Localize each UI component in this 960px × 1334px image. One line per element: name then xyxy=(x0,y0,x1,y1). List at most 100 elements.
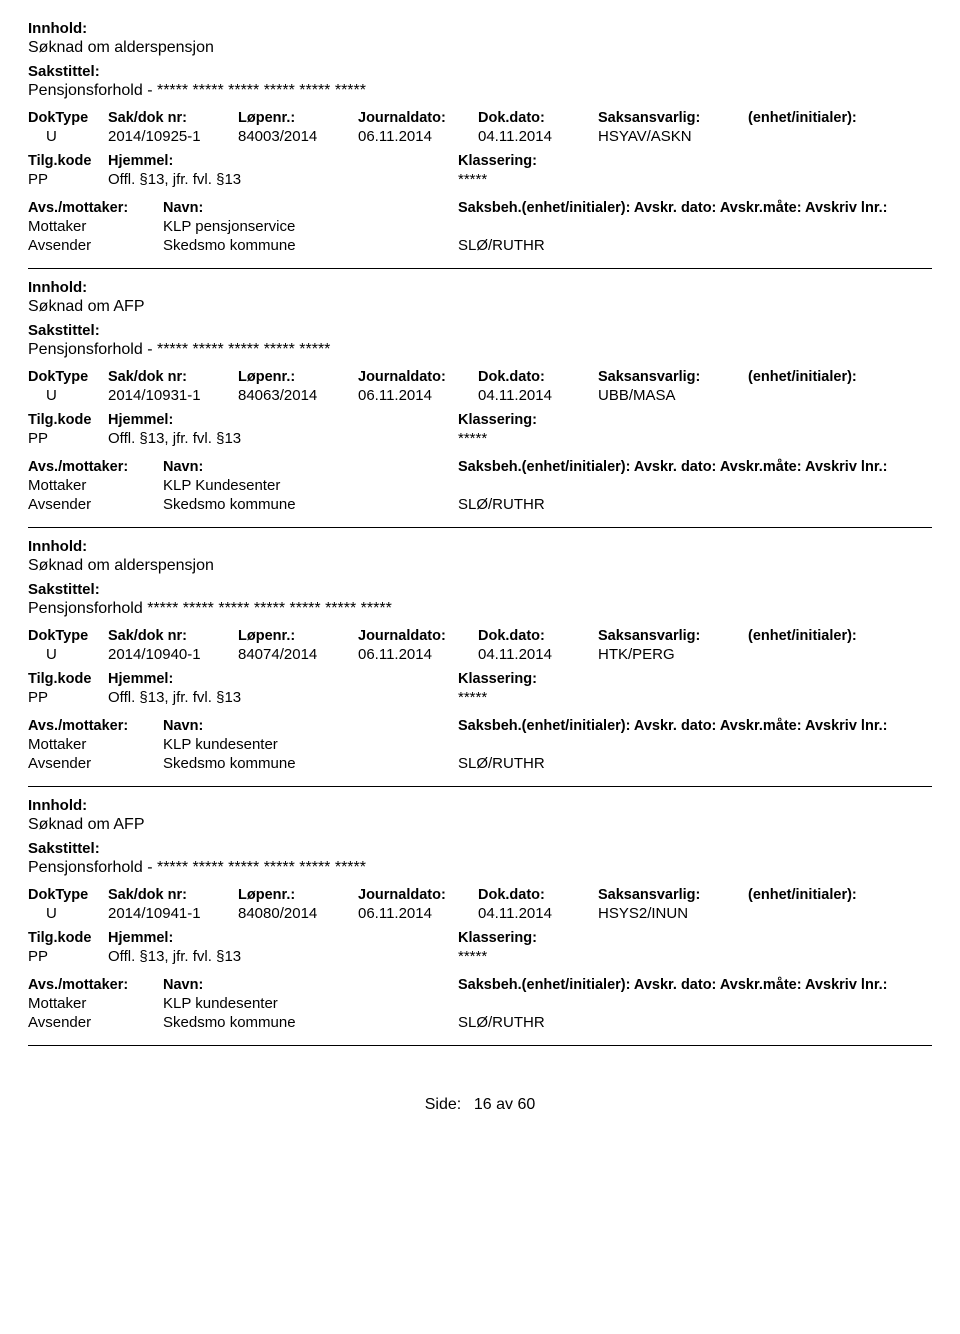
party-header-row: Avs./mottaker: Navn: Saksbeh.(enhet/init… xyxy=(28,200,932,216)
avs-mottaker-label: Avs./mottaker: xyxy=(28,459,163,475)
saksansvarlig-value: HSYS2/INUN xyxy=(598,905,748,922)
hjemmel-value: Offl. §13, jfr. fvl. §13 xyxy=(108,430,241,447)
klassering-label: Klassering: xyxy=(458,153,537,169)
enhet-label: (enhet/initialer): xyxy=(748,628,908,644)
innhold-value: Søknad om alderspensjon xyxy=(28,557,932,575)
page-total: 60 xyxy=(517,1096,535,1113)
saksbeh-line-label: Saksbeh.(enhet/initialer): Avskr. dato: … xyxy=(458,200,932,216)
sakstittel-value: Pensjonsforhold - ***** ***** ***** ****… xyxy=(28,859,932,877)
party-header-row: Avs./mottaker: Navn: Saksbeh.(enhet/init… xyxy=(28,977,932,993)
mottaker-saksbeh xyxy=(458,736,932,753)
doktype-value: U xyxy=(28,387,108,404)
klass-header-row: Tilg.kode Hjemmel: Klassering: xyxy=(28,153,932,169)
avs-mottaker-label: Avs./mottaker: xyxy=(28,718,163,734)
mottaker-saksbeh xyxy=(458,477,932,494)
dokdato-label: Dok.dato: xyxy=(478,110,598,126)
klassering-value: ***** xyxy=(458,948,487,965)
mottaker-navn: KLP kundesenter xyxy=(163,995,458,1012)
mottaker-navn: KLP kundesenter xyxy=(163,736,458,753)
lopenr-value: 84003/2014 xyxy=(238,128,358,145)
meta-values-row: U 2014/10941-1 84080/2014 06.11.2014 04.… xyxy=(28,905,932,922)
meta-header-row: DokType Sak/dok nr: Løpenr.: Journaldato… xyxy=(28,887,932,903)
records-list: Innhold: Søknad om alderspensjon Sakstit… xyxy=(28,10,932,1046)
hjemmel-value: Offl. §13, jfr. fvl. §13 xyxy=(108,689,241,706)
mottaker-saksbeh xyxy=(458,995,932,1012)
lopenr-label: Løpenr.: xyxy=(238,887,358,903)
avsender-navn: Skedsmo kommune xyxy=(163,496,458,513)
lopenr-label: Løpenr.: xyxy=(238,110,358,126)
hjemmel-value: Offl. §13, jfr. fvl. §13 xyxy=(108,171,241,188)
journal-record: Innhold: Søknad om AFP Sakstittel: Pensj… xyxy=(28,268,932,513)
mottaker-saksbeh xyxy=(458,218,932,235)
sakdok-label: Sak/dok nr: xyxy=(108,628,238,644)
doktype-label: DokType xyxy=(28,110,108,126)
doktype-label: DokType xyxy=(28,628,108,644)
klassering-label: Klassering: xyxy=(458,412,537,428)
meta-header-row: DokType Sak/dok nr: Løpenr.: Journaldato… xyxy=(28,369,932,385)
tilgkode-label: Tilg.kode xyxy=(28,412,108,428)
sakdok-label: Sak/dok nr: xyxy=(108,110,238,126)
tilgkode-value: PP xyxy=(28,689,108,706)
record-separator xyxy=(28,1045,932,1046)
journaldato-label: Journaldato: xyxy=(358,887,478,903)
avsender-navn: Skedsmo kommune xyxy=(163,1014,458,1031)
avsender-saksbeh: SLØ/RUTHR xyxy=(458,755,932,772)
sakstittel-label: Sakstittel: xyxy=(28,322,932,339)
enhet-label: (enhet/initialer): xyxy=(748,110,908,126)
sakstittel-label: Sakstittel: xyxy=(28,63,932,80)
dokdato-label: Dok.dato: xyxy=(478,369,598,385)
saksansvarlig-value: UBB/MASA xyxy=(598,387,748,404)
innhold-label: Innhold: xyxy=(28,538,932,555)
tilgkode-value: PP xyxy=(28,430,108,447)
avsender-role: Avsender xyxy=(28,1014,163,1031)
mottaker-role: Mottaker xyxy=(28,477,163,494)
mottaker-navn: KLP Kundesenter xyxy=(163,477,458,494)
saksansvarlig-label: Saksansvarlig: xyxy=(598,110,748,126)
page-footer: Side: 16 av 60 xyxy=(28,1096,932,1114)
innhold-value: Søknad om AFP xyxy=(28,298,932,316)
saksbeh-line-label: Saksbeh.(enhet/initialer): Avskr. dato: … xyxy=(458,459,932,475)
doktype-value: U xyxy=(28,128,108,145)
navn-label: Navn: xyxy=(163,718,458,734)
tilgkode-label: Tilg.kode xyxy=(28,153,108,169)
av-label: av xyxy=(496,1096,513,1113)
hjemmel-value: Offl. §13, jfr. fvl. §13 xyxy=(108,948,241,965)
mottaker-row: Mottaker KLP kundesenter xyxy=(28,995,932,1012)
innhold-label: Innhold: xyxy=(28,279,932,296)
innhold-value: Søknad om alderspensjon xyxy=(28,39,932,57)
navn-label: Navn: xyxy=(163,200,458,216)
dokdato-label: Dok.dato: xyxy=(478,628,598,644)
meta-values-row: U 2014/10940-1 84074/2014 06.11.2014 04.… xyxy=(28,646,932,663)
journaldato-value: 06.11.2014 xyxy=(358,128,478,145)
doktype-label: DokType xyxy=(28,887,108,903)
tilgkode-value: PP xyxy=(28,948,108,965)
party-header-row: Avs./mottaker: Navn: Saksbeh.(enhet/init… xyxy=(28,718,932,734)
avsender-navn: Skedsmo kommune xyxy=(163,237,458,254)
klassering-value: ***** xyxy=(458,171,487,188)
lopenr-label: Løpenr.: xyxy=(238,628,358,644)
party-header-row: Avs./mottaker: Navn: Saksbeh.(enhet/init… xyxy=(28,459,932,475)
sakstittel-value: Pensjonsforhold ***** ***** ***** ***** … xyxy=(28,600,932,618)
avs-mottaker-label: Avs./mottaker: xyxy=(28,977,163,993)
saksansvarlig-label: Saksansvarlig: xyxy=(598,369,748,385)
avsender-row: Avsender Skedsmo kommune SLØ/RUTHR xyxy=(28,496,932,513)
hjemmel-label: Hjemmel: xyxy=(108,671,173,687)
sakdok-label: Sak/dok nr: xyxy=(108,369,238,385)
journaldato-value: 06.11.2014 xyxy=(358,387,478,404)
dokdato-value: 04.11.2014 xyxy=(478,128,598,145)
saksansvarlig-label: Saksansvarlig: xyxy=(598,628,748,644)
saksbeh-line-label: Saksbeh.(enhet/initialer): Avskr. dato: … xyxy=(458,977,932,993)
sakdok-value: 2014/10925-1 xyxy=(108,128,238,145)
avsender-saksbeh: SLØ/RUTHR xyxy=(458,237,932,254)
hjemmel-label: Hjemmel: xyxy=(108,153,173,169)
mottaker-row: Mottaker KLP pensjonservice xyxy=(28,218,932,235)
avsender-saksbeh: SLØ/RUTHR xyxy=(458,496,932,513)
klassering-value: ***** xyxy=(458,689,487,706)
meta-header-row: DokType Sak/dok nr: Løpenr.: Journaldato… xyxy=(28,110,932,126)
sakdok-value: 2014/10940-1 xyxy=(108,646,238,663)
enhet-value xyxy=(748,646,908,663)
sakstittel-label: Sakstittel: xyxy=(28,840,932,857)
dokdato-label: Dok.dato: xyxy=(478,887,598,903)
klass-header-row: Tilg.kode Hjemmel: Klassering: xyxy=(28,671,932,687)
journal-record: Innhold: Søknad om alderspensjon Sakstit… xyxy=(28,10,932,254)
